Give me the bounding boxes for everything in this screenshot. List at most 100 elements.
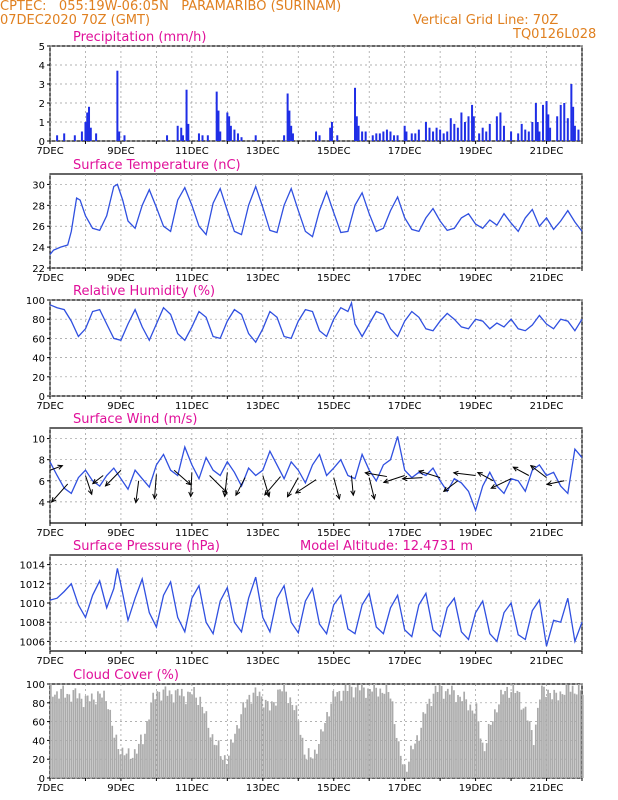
cloud-bar bbox=[70, 701, 73, 778]
wind-vector bbox=[350, 475, 354, 496]
cloud-bar bbox=[211, 734, 214, 778]
cloud-bar bbox=[142, 744, 144, 778]
precip-bar bbox=[95, 133, 98, 141]
cloud-bar bbox=[352, 697, 355, 778]
wind-arrowhead bbox=[222, 491, 228, 498]
wind-arrowhead bbox=[264, 489, 270, 496]
precip-bar bbox=[215, 91, 218, 141]
cloud-bar bbox=[99, 693, 101, 778]
cloud-bar bbox=[197, 705, 200, 778]
cloud-bar bbox=[56, 691, 58, 778]
cloud-bar bbox=[571, 685, 574, 778]
cloud-bar bbox=[457, 695, 459, 778]
precip-bar bbox=[538, 131, 541, 141]
pressure-xtick-label: 9DEC bbox=[107, 656, 134, 667]
cloud-bar bbox=[518, 692, 521, 778]
wind-vector bbox=[51, 483, 69, 503]
cloud-bar bbox=[127, 748, 130, 778]
wind-xtick-label: 9DEC bbox=[107, 528, 134, 539]
precip-bar bbox=[80, 131, 83, 141]
wind-vector bbox=[365, 472, 388, 478]
wind-vector bbox=[209, 475, 228, 493]
cloud-bar bbox=[451, 685, 453, 778]
cloud-bar bbox=[295, 705, 298, 778]
cloud-bar bbox=[502, 694, 504, 778]
temp-xtick-label: 13DEC bbox=[246, 273, 280, 284]
cloud-bar bbox=[178, 695, 181, 778]
cloud-bar bbox=[201, 706, 204, 778]
precip-bar bbox=[573, 125, 576, 141]
wind-vector bbox=[235, 477, 246, 496]
header-date: 07DEC2020 70Z (GMT) bbox=[0, 13, 151, 28]
cloud-bar bbox=[113, 737, 116, 778]
cloud-bar bbox=[324, 722, 326, 778]
cloud-bar bbox=[534, 724, 537, 778]
cloud-bar bbox=[539, 699, 541, 778]
precip-bar bbox=[378, 133, 381, 141]
cloud-bar bbox=[344, 684, 347, 778]
cloud-bar bbox=[567, 685, 570, 778]
cloud-bar bbox=[553, 689, 556, 778]
precip-bar bbox=[229, 125, 232, 141]
precip-xtick-label: 7DEC bbox=[36, 146, 63, 157]
wind-arrowhead bbox=[235, 490, 241, 497]
cloud-bar bbox=[491, 721, 494, 778]
precip-bar bbox=[290, 125, 293, 141]
cloud-bar bbox=[416, 735, 418, 778]
precip-bar bbox=[456, 127, 459, 141]
cloud-bar bbox=[575, 694, 578, 778]
cloud-bar bbox=[205, 711, 208, 778]
cloud-bar bbox=[125, 753, 128, 778]
cloud-bar bbox=[133, 749, 136, 778]
pressure-ytick-label: 1014 bbox=[20, 561, 45, 572]
cloud-bar bbox=[285, 691, 288, 778]
precip-bar bbox=[527, 131, 530, 141]
wind-arrowhead bbox=[335, 493, 341, 501]
cloud-bar bbox=[154, 699, 157, 778]
precip-bar bbox=[364, 131, 367, 141]
precip-bar bbox=[577, 129, 580, 141]
cloud-bar bbox=[387, 692, 390, 778]
precip-bar bbox=[536, 122, 539, 141]
precip-bar bbox=[330, 122, 333, 141]
precip-bar bbox=[219, 131, 222, 141]
cloud-bar bbox=[397, 741, 400, 778]
cloud-bar bbox=[338, 691, 341, 778]
precip-bar bbox=[288, 110, 291, 141]
wind-arrowhead bbox=[185, 479, 192, 486]
cloud-bar bbox=[557, 700, 560, 778]
cloud-bar bbox=[559, 691, 562, 778]
cloud-bar bbox=[483, 751, 486, 778]
cloud-xtick-label: 15DEC bbox=[317, 783, 351, 794]
cloud-bar bbox=[275, 705, 277, 778]
wind-arrowhead bbox=[370, 493, 376, 501]
cloud-bar bbox=[436, 691, 439, 778]
precip-bar bbox=[187, 123, 190, 141]
cloud-bar bbox=[340, 700, 343, 778]
precip-xtick-label: 17DEC bbox=[388, 146, 422, 157]
cloud-bar bbox=[160, 700, 163, 778]
cloud-xtick-label: 17DEC bbox=[388, 783, 422, 794]
cloud-bar bbox=[498, 704, 500, 778]
cloud-bar bbox=[150, 702, 152, 778]
cloud-bar bbox=[50, 684, 52, 778]
cloud-ytick-label: 20 bbox=[32, 755, 45, 766]
wind-xtick-label: 15DEC bbox=[317, 528, 351, 539]
wind-ytick-label: 4 bbox=[39, 498, 45, 509]
cloud-bar bbox=[117, 749, 120, 778]
cloud-bar bbox=[281, 691, 283, 778]
precip-bar bbox=[547, 114, 550, 141]
pressure-ytick-label: 1012 bbox=[20, 580, 45, 591]
pressure-annotation: Model Altitude: 12.4731 m bbox=[300, 539, 473, 554]
cloud-bar bbox=[506, 686, 508, 778]
cloud-bar bbox=[420, 727, 423, 778]
cloud-bar bbox=[250, 703, 253, 778]
cloud-bar bbox=[516, 690, 519, 778]
cloud-bar bbox=[328, 716, 330, 778]
cloud-bar bbox=[137, 743, 140, 778]
precip-bar bbox=[182, 135, 184, 141]
cloud-bar bbox=[172, 702, 175, 778]
cloud-bar bbox=[520, 709, 523, 778]
cloud-bar bbox=[551, 699, 554, 778]
